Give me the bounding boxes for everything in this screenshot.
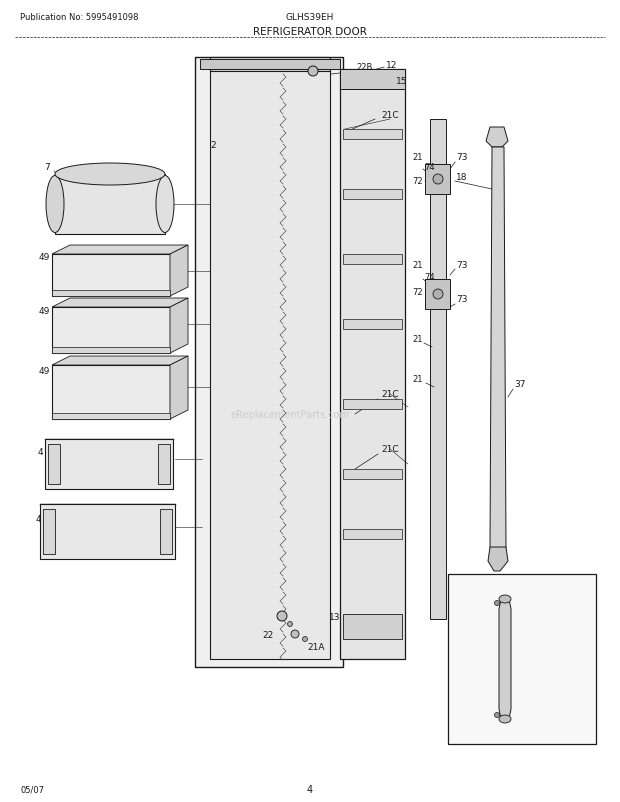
- Circle shape: [495, 601, 500, 606]
- Polygon shape: [52, 245, 188, 255]
- Text: 21C: 21C: [381, 390, 399, 399]
- Text: 22B: 22B: [357, 63, 373, 72]
- Polygon shape: [52, 298, 188, 308]
- Text: eReplacementParts.com: eReplacementParts.com: [231, 410, 350, 419]
- Polygon shape: [488, 547, 508, 571]
- Text: 37: 37: [514, 380, 526, 389]
- Text: 80: 80: [460, 713, 470, 722]
- Text: N58RCFAAA2: N58RCFAAA2: [489, 731, 555, 739]
- Text: 15: 15: [396, 78, 408, 87]
- Text: 49: 49: [38, 367, 50, 376]
- Bar: [340, 70, 405, 659]
- Text: 05/07: 05/07: [20, 784, 44, 793]
- Text: 4: 4: [37, 448, 43, 457]
- Ellipse shape: [46, 176, 64, 233]
- Bar: [48, 444, 60, 484]
- Text: 73: 73: [456, 260, 467, 269]
- Text: 21C: 21C: [381, 445, 399, 454]
- Text: Stainless Handle: Stainless Handle: [487, 580, 557, 589]
- Bar: [195, 58, 343, 667]
- Circle shape: [308, 67, 318, 77]
- Text: 21C: 21C: [381, 111, 399, 119]
- Bar: [43, 509, 55, 554]
- Bar: [448, 574, 596, 744]
- Text: 18: 18: [456, 173, 467, 182]
- Bar: [343, 399, 402, 410]
- Bar: [52, 290, 170, 297]
- Polygon shape: [170, 245, 188, 297]
- Bar: [343, 255, 402, 265]
- Text: 49: 49: [38, 253, 50, 262]
- Bar: [343, 529, 402, 539]
- Bar: [158, 444, 170, 484]
- Text: 13: 13: [329, 613, 341, 622]
- Bar: [52, 414, 170, 419]
- Text: 86: 86: [458, 597, 468, 606]
- Text: 21: 21: [413, 375, 423, 384]
- Bar: [343, 614, 402, 639]
- Ellipse shape: [499, 595, 511, 603]
- Bar: [343, 130, 402, 140]
- Circle shape: [303, 637, 308, 642]
- Bar: [52, 347, 170, 354]
- Bar: [343, 190, 402, 200]
- Text: 73: 73: [456, 295, 467, 304]
- Bar: [210, 58, 330, 72]
- Bar: [52, 308, 170, 354]
- Bar: [55, 175, 165, 235]
- Bar: [343, 469, 402, 480]
- Circle shape: [291, 630, 299, 638]
- Text: 70: 70: [519, 713, 529, 722]
- Bar: [160, 509, 172, 554]
- Text: 22: 22: [262, 630, 273, 640]
- Bar: [425, 280, 450, 310]
- Polygon shape: [170, 298, 188, 354]
- Text: 74: 74: [425, 164, 435, 172]
- Text: 16: 16: [532, 654, 542, 664]
- Text: 4: 4: [307, 784, 313, 794]
- Text: 21: 21: [413, 335, 423, 344]
- Text: 4: 4: [35, 514, 41, 523]
- Circle shape: [433, 290, 443, 300]
- Text: 79: 79: [519, 597, 529, 606]
- Ellipse shape: [156, 176, 174, 233]
- Text: 74: 74: [425, 273, 435, 282]
- Text: Publication No: 5995491098: Publication No: 5995491098: [20, 14, 138, 22]
- Text: 21: 21: [413, 260, 423, 269]
- Bar: [52, 366, 170, 419]
- Polygon shape: [170, 357, 188, 419]
- Text: 7: 7: [44, 164, 50, 172]
- Bar: [340, 70, 405, 90]
- Polygon shape: [486, 128, 508, 148]
- Text: REFRIGERATOR DOOR: REFRIGERATOR DOOR: [253, 27, 367, 37]
- Bar: [210, 70, 330, 659]
- Text: 21: 21: [413, 153, 423, 162]
- Circle shape: [288, 622, 293, 626]
- Polygon shape: [499, 599, 511, 719]
- Text: 21A: 21A: [308, 642, 325, 652]
- Text: 73: 73: [456, 153, 467, 162]
- Bar: [430, 119, 446, 619]
- Ellipse shape: [499, 715, 511, 723]
- Text: 12: 12: [386, 60, 397, 70]
- Text: 72: 72: [413, 288, 423, 297]
- Text: 72: 72: [413, 177, 423, 186]
- Circle shape: [277, 611, 287, 622]
- Circle shape: [433, 175, 443, 184]
- Text: 2: 2: [210, 140, 216, 149]
- Polygon shape: [490, 148, 506, 559]
- Text: GLHS39EH: GLHS39EH: [286, 14, 334, 22]
- Bar: [425, 164, 450, 195]
- Bar: [200, 60, 340, 70]
- Bar: [343, 320, 402, 330]
- Bar: [45, 439, 173, 489]
- Bar: [40, 504, 175, 559]
- Circle shape: [495, 713, 500, 718]
- Polygon shape: [52, 357, 188, 366]
- Text: 49: 49: [38, 307, 50, 316]
- Bar: [52, 255, 170, 297]
- Ellipse shape: [55, 164, 165, 186]
